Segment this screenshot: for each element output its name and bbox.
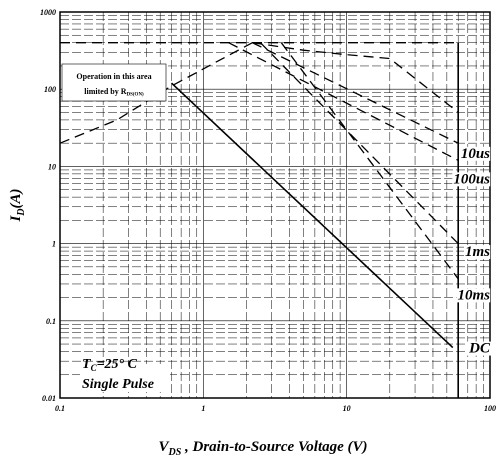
- curve-label-backdrop: [456, 288, 491, 303]
- y-tick-label: 0.01: [42, 394, 56, 403]
- x-tick-label: 1: [201, 404, 205, 413]
- y-tick-label: 0.1: [46, 317, 56, 326]
- condition-line2: Single Pulse: [82, 377, 154, 392]
- y-axis-title: ID(A): [8, 188, 27, 222]
- y-tick-label: 1000: [40, 8, 56, 17]
- series-boundary: [59, 42, 253, 144]
- y-tick-label: 1: [52, 240, 56, 249]
- curve-label-1ms: 1ms: [465, 244, 490, 260]
- annotation-box: [61, 63, 167, 102]
- curve-label-backdrop: [463, 245, 491, 260]
- series-dc: [170, 82, 454, 349]
- plot-frame: [59, 11, 491, 399]
- y-axis-title-rest: (A): [8, 188, 24, 208]
- condition-line1: TC=25° C: [82, 357, 138, 373]
- curve-label-10ms: 10ms: [457, 287, 490, 303]
- series-layer: [59, 42, 459, 398]
- curve-label-100us: 100us: [453, 171, 490, 187]
- y-tick-labels: 1000 100 10 1 0.1 0.01: [40, 8, 56, 403]
- x-axis-title-rest: , Drain-to-Source Voltage (V): [181, 439, 367, 455]
- y-axis-title-main: I: [8, 215, 24, 223]
- series-10us: [252, 42, 459, 144]
- annotation-line2: limited by RDS(ON): [84, 87, 144, 98]
- curve-label-backdrop: [452, 172, 491, 187]
- x-axis-title-sub: DS: [167, 447, 181, 458]
- curve-label-backdrop: [459, 146, 491, 161]
- y-axis-title-sub: D: [16, 208, 27, 216]
- series-100us: [228, 42, 459, 161]
- y-tick-label: 100: [44, 85, 56, 94]
- condition-rest: =25° C: [97, 357, 138, 372]
- curve-label-10us: 10us: [461, 146, 490, 162]
- annotation-line1: Operation in this area: [76, 72, 151, 81]
- condition-backdrop: [80, 364, 170, 392]
- curve-label-backdrop: [467, 341, 491, 356]
- x-tick-label: 100: [484, 404, 496, 413]
- x-tick-label: 10: [343, 404, 351, 413]
- y-tick-label: 10: [48, 162, 56, 171]
- x-tick-label: 0.1: [55, 404, 65, 413]
- curve-labels: 10us 100us 1ms 10ms DC: [452, 146, 491, 357]
- condition-t: T: [82, 357, 92, 372]
- annotation-line2-main: limited by R: [84, 87, 126, 96]
- test-condition: TC=25° C Single Pulse: [80, 357, 170, 392]
- x-axis-title-main: V: [158, 439, 170, 455]
- series-boundary: [252, 42, 459, 113]
- condition-sub: C: [91, 363, 98, 373]
- series-10ms: [280, 42, 459, 280]
- annotation-line2-sub: DS(ON): [127, 93, 145, 98]
- curve-label-dc: DC: [468, 341, 491, 357]
- region-annotation: Operation in this area limited by RDS(ON…: [61, 63, 167, 102]
- x-tick-labels: 0.1 1 10 100: [55, 404, 496, 413]
- x-axis-title: VDS , Drain-to-Source Voltage (V): [158, 439, 367, 458]
